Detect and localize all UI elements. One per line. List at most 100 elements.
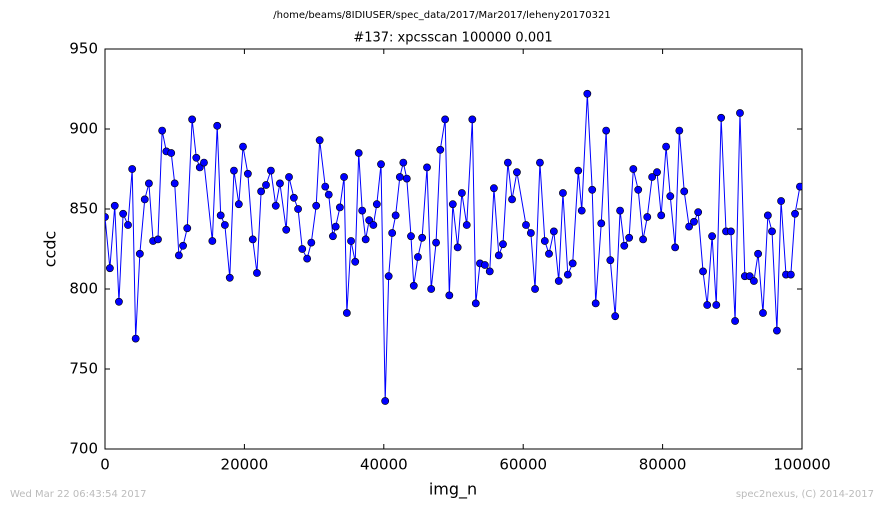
- data-point: [257, 187, 266, 196]
- data-point: [531, 285, 539, 293]
- data-point: [384, 272, 393, 281]
- data-point: [414, 253, 422, 261]
- data-point: [234, 200, 243, 209]
- data-point: [554, 277, 563, 285]
- data-point: [731, 317, 739, 325]
- data-point: [616, 206, 624, 215]
- data-point: [423, 163, 431, 172]
- data-point: [340, 173, 348, 181]
- data-point: [128, 165, 137, 173]
- data-point: [699, 267, 707, 276]
- x-tick-label: 100000: [773, 456, 830, 474]
- data-point: [140, 195, 149, 204]
- plot-frame: [104, 48, 803, 450]
- data-point: [377, 160, 385, 169]
- data-point: [294, 205, 302, 213]
- data-point: [391, 211, 400, 220]
- data-point: [321, 182, 330, 191]
- data-point: [225, 273, 234, 282]
- data-point: [409, 281, 418, 290]
- data-point: [703, 301, 712, 309]
- data-point: [773, 326, 781, 335]
- data-point: [131, 334, 140, 343]
- data-point: [680, 187, 689, 196]
- y-tick-label: 950: [69, 40, 98, 58]
- data-point: [499, 240, 507, 249]
- data-point: [303, 254, 312, 263]
- data-point: [188, 115, 197, 124]
- data-point: [727, 227, 735, 236]
- data-point: [513, 168, 521, 177]
- data-point: [110, 201, 119, 210]
- footer-date: Wed Mar 22 06:43:54 2017: [10, 489, 146, 500]
- data-point: [105, 213, 109, 221]
- x-tick-label: 40000: [360, 456, 408, 474]
- data-point: [145, 179, 153, 188]
- suptitle: /home/beams/8IDIUSER/spec_data/2017/Mar2…: [273, 10, 610, 21]
- data-point: [298, 245, 307, 253]
- data-point: [591, 299, 600, 308]
- data-point: [508, 195, 516, 204]
- data-point: [119, 209, 128, 218]
- data-point: [307, 238, 316, 247]
- data-point: [192, 153, 201, 162]
- data-point: [657, 211, 666, 220]
- data-point: [347, 237, 355, 245]
- data-point: [329, 232, 337, 241]
- data-point: [124, 221, 132, 229]
- data-point: [522, 221, 530, 229]
- data-point: [712, 301, 721, 309]
- data-point: [208, 237, 217, 245]
- y-tick-label: 850: [69, 200, 98, 218]
- y-axis-label: ccdc: [41, 231, 60, 268]
- footer-credit: spec2nexus, (C) 2014-2017: [736, 489, 874, 500]
- data-point: [639, 235, 647, 244]
- data-point: [490, 184, 498, 193]
- data-point: [717, 113, 726, 122]
- data-point: [545, 249, 553, 258]
- data-point: [763, 211, 772, 220]
- data-point: [248, 235, 257, 244]
- data-point: [526, 229, 535, 237]
- data-point: [540, 237, 549, 245]
- data-point: [485, 267, 494, 276]
- data-point: [427, 285, 436, 293]
- data-point: [436, 145, 445, 154]
- data-point: [457, 189, 466, 197]
- data-point: [167, 149, 176, 157]
- y-tick-label: 750: [69, 360, 98, 378]
- data-point: [174, 251, 183, 260]
- data-point: [759, 309, 767, 317]
- data-point: [253, 269, 261, 277]
- data-point: [597, 219, 606, 228]
- data-point: [643, 213, 652, 221]
- data-point: [620, 241, 629, 250]
- x-tick-label: 0: [100, 456, 110, 474]
- y-tick-label: 900: [69, 120, 98, 138]
- data-point: [335, 203, 344, 212]
- data-point: [786, 270, 795, 279]
- data-point: [750, 277, 758, 285]
- data-point: [611, 312, 620, 321]
- data-point: [577, 206, 586, 215]
- data-point: [399, 158, 408, 167]
- data-point: [179, 241, 187, 250]
- data-point: [441, 115, 450, 124]
- data-point: [768, 227, 776, 236]
- data-point: [361, 235, 370, 244]
- data-point: [494, 251, 503, 260]
- y-tick-label: 700: [69, 440, 98, 458]
- data-point: [220, 221, 229, 229]
- data-point: [653, 168, 661, 177]
- data-point: [135, 249, 144, 258]
- data-line: [105, 93, 801, 402]
- data-point: [200, 158, 208, 167]
- data-point: [115, 297, 123, 306]
- data-point: [791, 209, 799, 218]
- data-point: [289, 193, 298, 202]
- data-point: [549, 227, 558, 236]
- data-point: [563, 270, 572, 279]
- data-point: [671, 243, 680, 252]
- data-point: [462, 221, 471, 229]
- data-point: [354, 149, 363, 157]
